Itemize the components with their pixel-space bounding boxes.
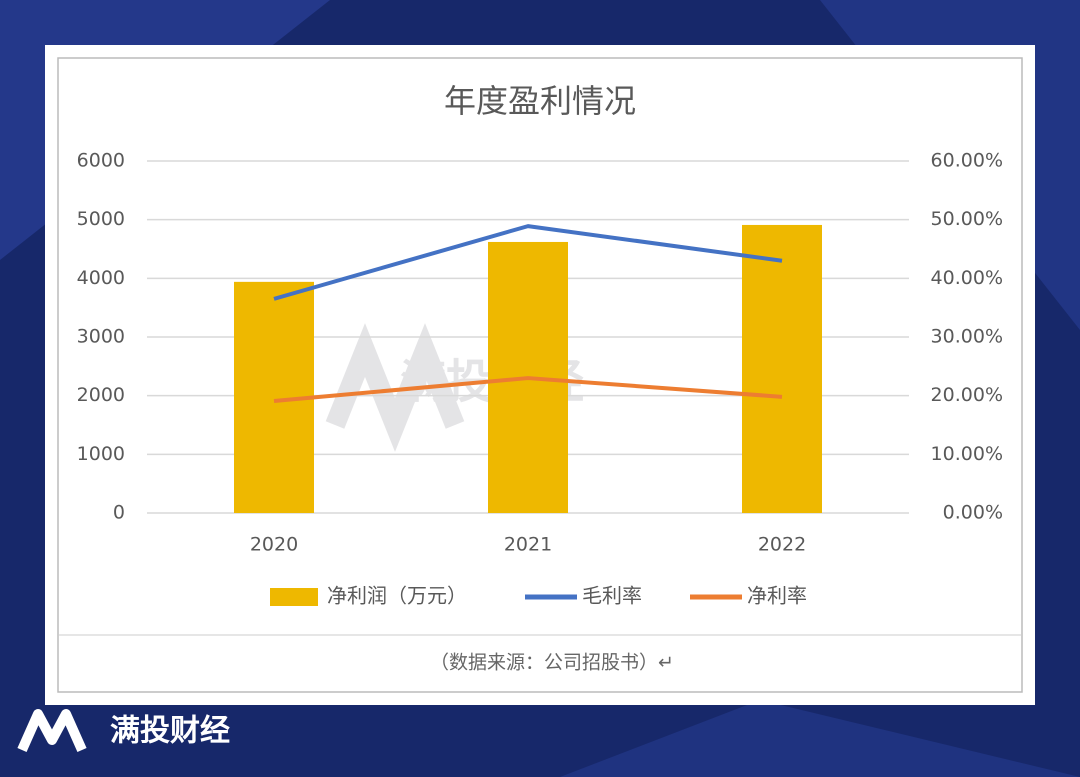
x-tick-label: 2021 [504, 534, 552, 556]
watermark-logo [325, 323, 465, 452]
bg-shape [560, 700, 1080, 777]
x-tick-label: 2020 [250, 534, 298, 556]
bar [742, 224, 822, 514]
brand-logo [17, 709, 87, 753]
legend-label: 净利率 [747, 584, 807, 608]
y-tick-label: 5000 [77, 208, 125, 230]
y2-tick-label: 10.00% [931, 443, 1003, 465]
y2-tick-label: 60.00% [931, 150, 1003, 172]
line [273, 376, 783, 403]
y-tick-label: 3000 [77, 326, 125, 348]
y-tick-label: 6000 [77, 150, 125, 172]
chart-title: 年度盈利情况 [444, 82, 636, 120]
y2-tick-label: 40.00% [931, 267, 1003, 289]
chart-border [57, 57, 1023, 693]
line [273, 224, 783, 301]
legend-label: 毛利率 [582, 584, 642, 608]
x-tick-label: 2022 [758, 534, 806, 556]
y2-tick-label: 30.00% [931, 326, 1003, 348]
y-tick-label: 0 [113, 502, 125, 524]
y2-tick-label: 20.00% [931, 384, 1003, 406]
y2-tick-label: 50.00% [931, 208, 1003, 230]
y-tick-label: 4000 [77, 267, 125, 289]
y-tick-label: 2000 [77, 384, 125, 406]
legend-swatch [270, 588, 318, 606]
legend-label: 净利润（万元） [327, 584, 467, 608]
source-note: （数据来源：公司招股书）↵ [430, 652, 674, 674]
y-tick-label: 1000 [77, 443, 125, 465]
brand-name: 满投财经 [110, 714, 230, 749]
y2-tick-label: 0.00% [943, 502, 1003, 524]
plot: 0 1000 2000 3000 4000 5000 6000 0.00% 10.00% 20.0… [77, 150, 1003, 608]
